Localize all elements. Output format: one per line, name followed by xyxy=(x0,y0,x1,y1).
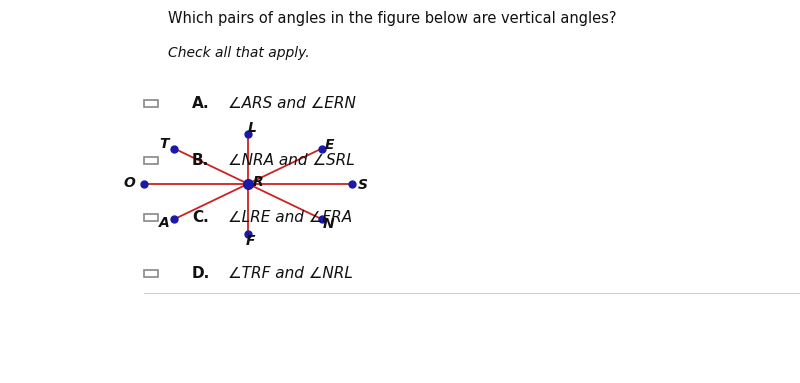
FancyBboxPatch shape xyxy=(144,270,158,277)
Text: E: E xyxy=(325,138,334,152)
Text: ∠LRE and ∠FRA: ∠LRE and ∠FRA xyxy=(228,210,352,225)
Text: S: S xyxy=(358,178,367,192)
Text: ∠ARS and ∠ERN: ∠ARS and ∠ERN xyxy=(228,96,356,111)
FancyBboxPatch shape xyxy=(144,214,158,221)
Text: B.: B. xyxy=(192,153,210,168)
FancyBboxPatch shape xyxy=(144,157,158,164)
Text: F: F xyxy=(246,234,255,248)
Text: ∠TRF and ∠NRL: ∠TRF and ∠NRL xyxy=(228,266,353,282)
Text: Which pairs of angles in the figure below are vertical angles?: Which pairs of angles in the figure belo… xyxy=(168,11,617,26)
Text: ∠NRA and ∠SRL: ∠NRA and ∠SRL xyxy=(228,153,354,168)
Text: O: O xyxy=(124,176,135,190)
Text: A: A xyxy=(158,216,170,230)
Text: A.: A. xyxy=(192,96,210,111)
Text: T: T xyxy=(159,137,169,151)
Text: R: R xyxy=(253,175,264,189)
Text: N: N xyxy=(323,217,334,231)
Text: Check all that apply.: Check all that apply. xyxy=(168,46,310,60)
Text: C.: C. xyxy=(192,210,209,225)
FancyBboxPatch shape xyxy=(144,100,158,107)
Text: L: L xyxy=(247,121,257,134)
Text: D.: D. xyxy=(192,266,210,282)
